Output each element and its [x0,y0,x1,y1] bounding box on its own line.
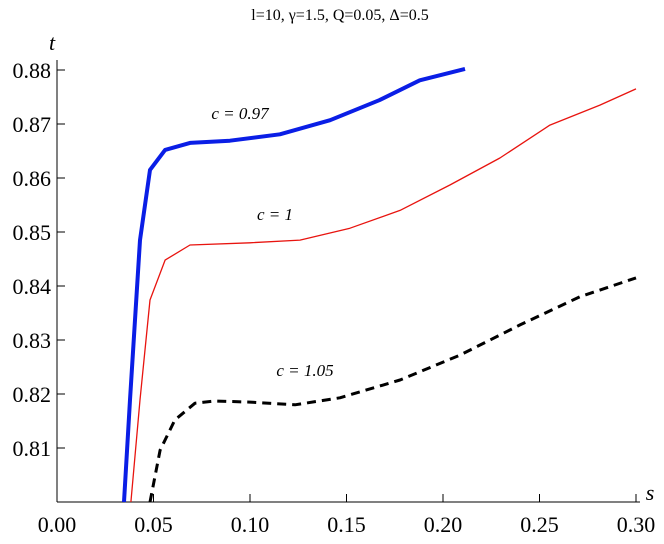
y-tick-label: 0.83 [13,328,52,353]
y-tick-label: 0.88 [13,58,52,83]
line-series [148,276,637,503]
x-tick-label: 0.10 [231,512,270,537]
y-axis-label: t [49,30,56,55]
y-tick-label: 0.84 [13,274,52,299]
x-axis-label: s [646,480,655,505]
line-series [130,88,637,503]
x-tick-label: 0.30 [617,512,656,537]
y-tick-label: 0.85 [13,220,52,245]
chart-title: l=10, γ=1.5, Q=0.05, Δ=0.5 [251,7,428,24]
annotation: c = 0.97 [211,104,270,123]
x-tick-label: 0.15 [327,512,366,537]
x-tick-label: 0.05 [134,512,173,537]
y-tick-label: 0.82 [13,382,52,407]
x-tick-label: 0.25 [520,512,559,537]
y-tick-label: 0.87 [13,112,52,137]
y-tick-label: 0.81 [13,436,52,461]
x-tick-label: 0.00 [38,512,77,537]
x-tick-label: 0.20 [424,512,463,537]
annotation: c = 1.05 [276,361,333,380]
y-tick-label: 0.86 [13,166,52,191]
annotation: c = 1 [257,205,293,224]
line-series [122,66,466,503]
